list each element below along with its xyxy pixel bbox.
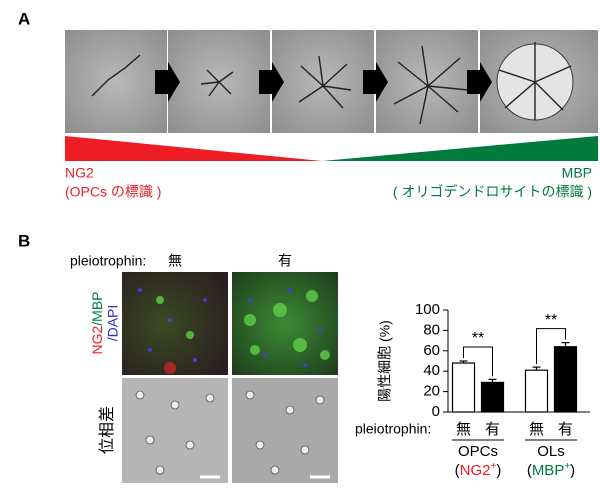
arrows xyxy=(155,62,492,102)
ng2-wedge xyxy=(65,136,322,161)
x-tick-label: 有 xyxy=(558,421,573,438)
paren: ) xyxy=(496,462,501,479)
significance-label: ** xyxy=(545,312,557,329)
cell xyxy=(298,55,352,109)
phase-cells xyxy=(135,390,325,475)
x-tick-label: 有 xyxy=(485,421,500,438)
fluorescence-image xyxy=(122,272,228,375)
y-tick-label: 40 xyxy=(423,362,440,379)
marker: MBP xyxy=(532,462,565,479)
significance-bracket xyxy=(463,346,493,377)
bar xyxy=(553,346,578,413)
group-marker: (NG2+) xyxy=(455,461,502,479)
marker-sup: + xyxy=(491,461,497,472)
phase-label: 位相差 xyxy=(98,406,116,454)
stain: /DAPI xyxy=(105,305,121,342)
x-tick-label: 無 xyxy=(529,421,544,438)
cell xyxy=(200,69,234,97)
image xyxy=(65,30,167,133)
condition: 無 xyxy=(168,253,182,269)
y-tick-label: 20 xyxy=(423,383,440,400)
arrow xyxy=(467,62,492,102)
marker: NG2 xyxy=(460,462,491,479)
y-tick-label: 100 xyxy=(415,301,440,318)
y-tick-label: 0 xyxy=(432,403,440,420)
arrow xyxy=(363,62,388,102)
y-tick-label: 60 xyxy=(423,342,440,359)
marker-description: ( オリゴデンドロサイトの標識 ) xyxy=(393,184,592,200)
bar xyxy=(451,362,476,413)
y-tick-label: 80 xyxy=(423,321,440,338)
paren: ( xyxy=(455,462,460,479)
marker-sup: + xyxy=(564,461,570,472)
group-label: OPCs xyxy=(458,443,498,460)
condition: 有 xyxy=(278,253,292,269)
cell xyxy=(498,42,572,120)
marker-name: NG2 xyxy=(65,165,94,181)
significance-bracket xyxy=(536,328,566,365)
panel-label: B xyxy=(18,231,30,250)
panel-label: A xyxy=(18,9,30,28)
paren: ( xyxy=(527,462,532,479)
marker-name: MBP xyxy=(562,165,592,181)
stain: /MBP xyxy=(89,291,105,325)
cell xyxy=(91,54,141,97)
marker-description: (OPCs の標識 ) xyxy=(65,184,161,200)
group-label: OLs xyxy=(537,443,565,460)
x-axis-label: pleiotrophin: xyxy=(355,421,431,437)
x-tick-label: 無 xyxy=(456,421,471,438)
cell xyxy=(393,45,469,125)
arrow xyxy=(259,62,284,102)
significance-label: ** xyxy=(472,330,484,347)
group-marker: (MBP+) xyxy=(527,461,575,479)
y-axis-label: 陽性細胞 (%) xyxy=(377,320,393,402)
mbp-wedge xyxy=(322,136,598,161)
bar xyxy=(524,369,549,413)
mbp-spots xyxy=(156,290,330,360)
condition-label: pleiotrophin: xyxy=(70,253,146,269)
ng2-spot xyxy=(164,362,176,374)
paren: ) xyxy=(570,462,575,479)
stain-label: NG2/MBP xyxy=(89,291,105,354)
arrow xyxy=(155,62,180,102)
bar xyxy=(480,381,505,413)
dapi-spots xyxy=(138,288,322,367)
phase-images xyxy=(65,30,598,133)
stain: NG2 xyxy=(89,326,105,355)
